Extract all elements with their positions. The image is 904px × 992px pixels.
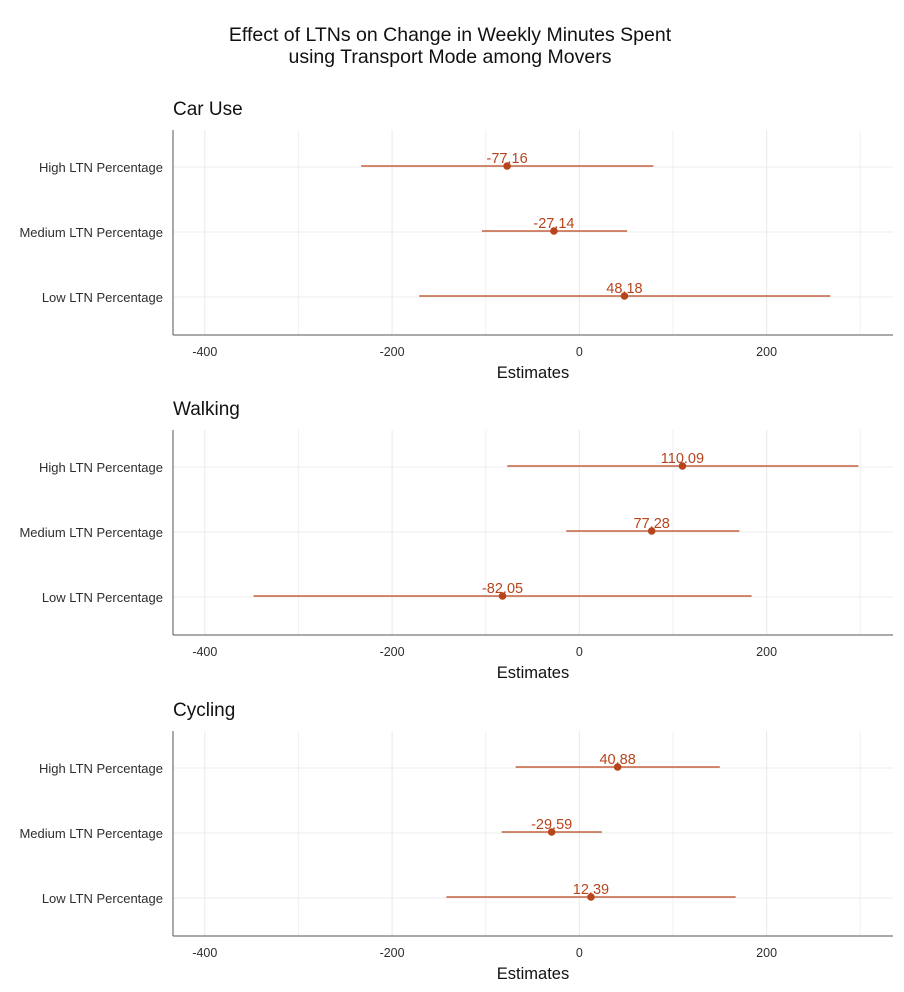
chart-title-line-1: Effect of LTNs on Change in Weekly Minut… — [228, 24, 672, 46]
panel-3-title: Cycling — [173, 700, 235, 721]
panel-2-ytick-label: High LTN Percentage — [39, 460, 163, 475]
panel-2-estimate-point — [678, 462, 687, 470]
panel-1-estimate-label: -77.16 — [487, 151, 528, 167]
panel-1-ytick-label: Medium LTN Percentage — [19, 225, 163, 240]
panel-1-estimate-point — [550, 227, 558, 235]
panel-3-ytick-label: Medium LTN Percentage — [19, 826, 163, 841]
panel-3-ytick-label: High LTN Percentage — [39, 761, 163, 776]
panel-2-estimate-label: 110.09 — [661, 451, 704, 467]
panel-2-ytick-label: Low LTN Percentage — [42, 590, 163, 605]
panel-1-ytick-label: Low LTN Percentage — [42, 290, 163, 305]
panel-1-ytick-label: High LTN Percentage — [39, 160, 163, 175]
panel-1-estimate-label: -27.14 — [533, 216, 574, 232]
panel-2-estimate-label: -82.05 — [482, 581, 523, 597]
panel-3-x-axis-label: Estimates — [497, 965, 569, 983]
panel-1-x-axis-label: Estimates — [497, 364, 569, 382]
panel-2-xtick-label: -200 — [380, 645, 405, 659]
panel-3-estimate-label: 40.88 — [599, 752, 635, 768]
panel-2-xtick-label: 200 — [756, 645, 777, 659]
panel-2-estimate-point — [498, 592, 507, 600]
panel-1-estimate-label: 48.18 — [606, 281, 642, 297]
panel-3-xtick-label: -200 — [380, 946, 405, 960]
panel-3-estimate-label: 12.39 — [573, 882, 609, 898]
panel-1-estimate-point — [503, 162, 511, 170]
panel-3-xtick-label: 200 — [756, 946, 777, 960]
panel-2-estimate-point — [647, 527, 656, 535]
panel-2-title: Walking — [173, 399, 240, 420]
panel-1-estimate-point — [620, 292, 629, 300]
panel-2-xtick-label: -400 — [192, 645, 217, 659]
panel-1-xtick-label: -200 — [380, 345, 405, 359]
panel-3-estimate-point — [547, 828, 556, 836]
panel-3-estimate-point — [587, 893, 595, 901]
chart-title: Effect of LTNs on Change in Weekly Minut… — [0, 24, 900, 68]
panel-3-estimate-label: -29.59 — [531, 817, 572, 833]
panel-1-xtick-label: 200 — [756, 345, 777, 359]
panel-1-xtick-label: 0 — [576, 345, 583, 359]
panel-3-ytick-label: Low LTN Percentage — [42, 891, 163, 906]
panel-1-title: Car Use — [173, 99, 243, 120]
panel-3-estimate-point — [613, 763, 622, 771]
panel-2-x-axis-label: Estimates — [497, 664, 569, 682]
chart-title-line-2: using Transport Mode among Movers — [288, 46, 612, 68]
panel-1-xtick-label: -400 — [192, 345, 217, 359]
panel-3-xtick-label: -400 — [192, 946, 217, 960]
panel-3-xtick-label: 0 — [576, 946, 583, 960]
panel-2-xtick-label: 0 — [576, 645, 583, 659]
panel-2-ytick-label: Medium LTN Percentage — [19, 525, 163, 540]
panel-2-estimate-label: 77.28 — [634, 516, 670, 532]
